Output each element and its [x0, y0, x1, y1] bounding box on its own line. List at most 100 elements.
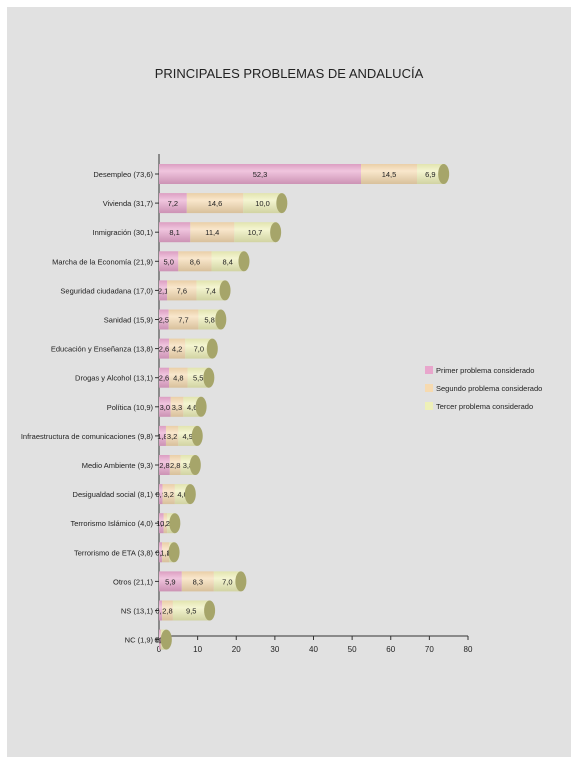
category-label: NC (1,9): [125, 636, 154, 645]
bar-segment: [417, 164, 444, 184]
data-label: 5,5: [193, 374, 203, 383]
x-tick-label: 40: [309, 645, 318, 654]
bar-segment: [162, 542, 170, 563]
bar-segment: [168, 309, 199, 330]
category-label: Otros (21,1): [113, 577, 154, 586]
bar-segment: [159, 571, 182, 592]
bar-row: 5,0 8,6 8,4: [159, 251, 250, 272]
x-tick-label: 80: [464, 645, 473, 654]
bar-cap: [160, 629, 172, 650]
category-label: Desigualdad social (8,1): [73, 490, 154, 499]
bar-segment: [162, 484, 175, 505]
bar-row: 0,93,2 4,0: [156, 484, 196, 505]
bar-segment: [159, 222, 191, 243]
bar-segment: [211, 251, 244, 272]
data-label: 2,1: [158, 286, 168, 295]
category-label: Terrorismo de ETA (3,8): [74, 548, 154, 557]
data-label: 7,7: [178, 316, 188, 325]
data-label: 1,8: [160, 548, 170, 557]
bar-segment: [159, 513, 164, 534]
legend-label: Segundo problema considerado: [436, 384, 542, 393]
category-label: Sanidad (15,9): [104, 316, 154, 325]
bar-row: 2,6 4,2 7,0: [159, 338, 218, 359]
data-label: 2,6: [159, 374, 169, 383]
data-label: 0,9: [156, 490, 166, 499]
bar-cap: [206, 338, 218, 359]
data-label: 1,2: [156, 519, 166, 528]
bar-row: 1,8 3,2 4,9: [157, 425, 203, 446]
bar-cap: [168, 542, 180, 563]
category-label: Medio Ambiente (9,3): [82, 461, 154, 470]
category-label: Drogas y Alcohol (13,1): [75, 374, 153, 383]
data-label: 4,0: [177, 490, 187, 499]
data-label: 14,5: [382, 170, 397, 179]
bar-segment: [159, 484, 163, 505]
bar-cap: [189, 455, 201, 475]
bar-row: 2,8 2,8 3,8: [159, 455, 201, 475]
data-label: 4,9: [183, 432, 193, 441]
data-label: 52,3: [253, 170, 268, 179]
data-label: 2,8: [159, 461, 169, 470]
bar-row: 2,1 7,6 7,4: [158, 280, 231, 301]
data-label: 4,2: [172, 345, 182, 354]
bar-cap: [195, 396, 207, 417]
bar-segment: [159, 455, 170, 475]
data-label: 6,9: [425, 170, 435, 179]
bar-segment: [159, 309, 169, 330]
bar-cap: [235, 571, 247, 592]
legend-swatch: [425, 384, 433, 392]
bar-segment: [190, 222, 235, 243]
legend-swatch: [425, 366, 433, 374]
category-label: Política (10,9): [107, 403, 154, 412]
data-label: 8,3: [193, 577, 203, 586]
bar-row: 0,82,8 9,5: [155, 600, 216, 621]
data-label: 8,6: [190, 257, 200, 266]
x-tick-label: 70: [425, 645, 434, 654]
data-label: 10,7: [248, 228, 263, 237]
bar-segment: [159, 396, 171, 417]
data-label: 2,5: [159, 316, 169, 325]
bar-segment: [162, 600, 173, 621]
bar-segment: [187, 367, 209, 388]
bar-cap: [438, 164, 450, 184]
data-label: 7,6: [177, 286, 187, 295]
category-label: Marcha de la Economía (21,9): [52, 257, 153, 266]
bar-segment: [196, 280, 226, 301]
legend-swatch: [425, 402, 433, 410]
chart-title: PRINCIPALES PROBLEMAS DE ANDALUCÍA: [155, 66, 424, 81]
data-label: 7,4: [206, 286, 216, 295]
bar-row: 8,1 11,4 10,7: [159, 222, 282, 243]
bar-row: 2,5 7,7 5,8: [159, 309, 227, 330]
category-label: Terrorismo Islámico (4,0): [70, 519, 153, 528]
bar-row: 0,40,21,3: [155, 629, 172, 650]
x-tick-label: 10: [193, 645, 202, 654]
data-label: 0,9: [160, 519, 170, 528]
bar-segment: [159, 629, 161, 650]
bar-segment: [159, 425, 166, 446]
data-label: 4,6: [187, 403, 197, 412]
bar-row: 1,20,92,0: [156, 513, 181, 534]
bar-segment: [159, 251, 179, 272]
data-label: 14,6: [208, 199, 223, 208]
x-tick-label: 20: [232, 645, 241, 654]
data-label: 7,0: [222, 577, 232, 586]
data-label: 3,2: [167, 432, 177, 441]
data-label: 0,8: [155, 548, 165, 557]
bar-cap: [219, 280, 231, 301]
bar-row: 2,6 4,8 5,5: [159, 367, 215, 388]
category-label: Vivienda (31,7): [103, 199, 154, 208]
bar-segment: [178, 251, 212, 272]
x-tick-label: 60: [386, 645, 395, 654]
legend-label: Tercer problema considerado: [436, 402, 533, 411]
bar-segment: [159, 600, 163, 621]
category-label: Infraestructura de comunicaciones (9,8): [21, 432, 154, 441]
bar-cap: [184, 484, 196, 505]
bar-cap: [276, 193, 288, 214]
data-label: 3,8: [183, 461, 193, 470]
bar-segment: [159, 280, 168, 301]
bar-segment: [169, 455, 181, 475]
bar-segment: [213, 571, 241, 592]
bar-segment: [159, 367, 170, 388]
category-label: Desempleo (73,6): [93, 170, 153, 179]
